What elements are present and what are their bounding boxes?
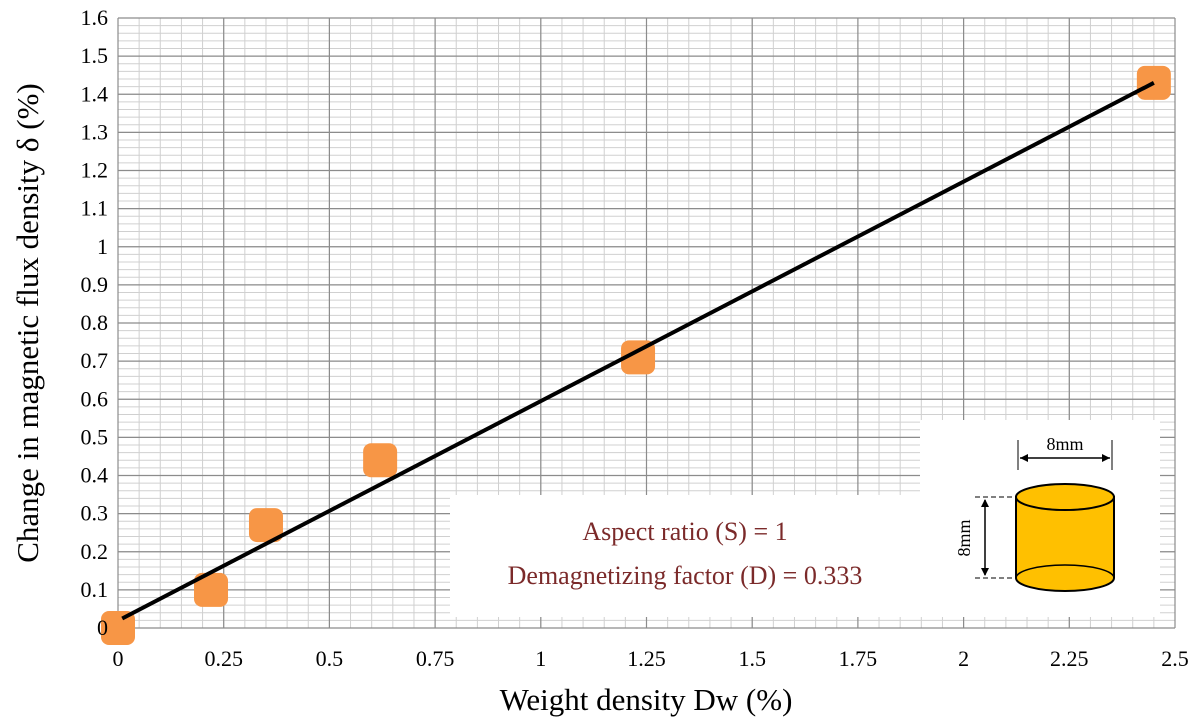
- y-tick-label: 0: [97, 615, 108, 640]
- x-tick-label: 2: [958, 646, 969, 671]
- y-tick-label: 0.9: [81, 272, 109, 297]
- x-tick-label: 1.75: [839, 646, 878, 671]
- y-tick-label: 1.1: [81, 196, 109, 221]
- arrow-head: [981, 499, 989, 576]
- cylinder-top: [1015, 483, 1115, 511]
- inset: 8mm 8mm: [920, 420, 1160, 617]
- x-tick-label: 0.75: [416, 646, 455, 671]
- y-tick-label: 1.6: [81, 5, 109, 30]
- annotation: Aspect ratio (S) = 1: [582, 517, 787, 546]
- x-tick-label: 0.5: [316, 646, 344, 671]
- cylinder-body: [1015, 496, 1115, 592]
- annotation-box: [450, 495, 920, 617]
- y-tick-label: 0.8: [81, 310, 109, 335]
- y-tick-label: 1.2: [81, 158, 109, 183]
- marker: [194, 572, 229, 607]
- y-tick-label: 0.5: [81, 424, 109, 449]
- y-tick-label: 0.1: [81, 577, 109, 602]
- cylinder-bottom: [1015, 564, 1115, 579]
- x-tick-label: 0: [113, 646, 124, 671]
- y-tick-label: 0.2: [81, 539, 109, 564]
- y-axis-title: Change in magnetic flux density δ (%): [10, 83, 45, 563]
- x-axis-title: Weight density Dw (%): [500, 682, 793, 717]
- width-label: 8mm: [1046, 434, 1083, 454]
- marker: [363, 443, 398, 478]
- y-tick-label: 0.4: [81, 463, 109, 488]
- height-label: 8mm: [954, 519, 974, 556]
- trendline: [121, 81, 1155, 621]
- marker: [101, 611, 135, 645]
- x-tick-label: 0.25: [204, 646, 243, 671]
- x-tick-label: 1.25: [627, 646, 666, 671]
- marker: [248, 508, 283, 543]
- marks: [101, 65, 1171, 645]
- marker: [621, 340, 656, 375]
- y-tick-label: 0.3: [81, 501, 109, 526]
- labels: 0 0.25 0.5 0.75 1 1.25 1.5 1.75 2 2.25 2.5 0 0.1 0.2 0…: [81, 5, 1189, 671]
- y-tick-label: 1.5: [81, 43, 109, 68]
- y-tick-label: 0.7: [81, 348, 109, 373]
- y-tick-label: 0.6: [81, 386, 109, 411]
- y-tick-label: 1.3: [81, 119, 109, 144]
- x-tick-label: 1.5: [738, 646, 766, 671]
- y-tick-label: 1.4: [81, 81, 109, 106]
- x-tick-label: 2.5: [1161, 646, 1189, 671]
- x-tick-label: 1: [535, 646, 546, 671]
- y-tick-label: 1: [97, 234, 108, 259]
- annotation: Demagnetizing factor (D) = 0.333: [508, 561, 863, 590]
- x-tick-label: 2.25: [1050, 646, 1089, 671]
